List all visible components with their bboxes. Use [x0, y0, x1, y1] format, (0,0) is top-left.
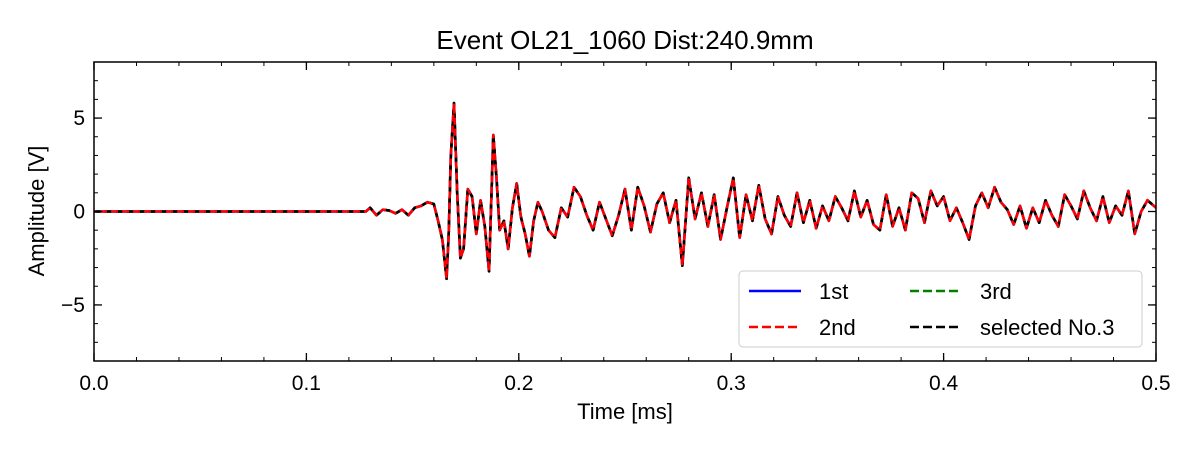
legend-label-2nd: 2nd: [819, 315, 856, 340]
y-axis-label: Amplitude [V]: [24, 146, 49, 277]
legend-label-1st: 1st: [819, 279, 848, 304]
x-tick-label: 0.0: [79, 372, 108, 395]
legend-box: [738, 270, 1143, 348]
series-line-2nd: [94, 101, 1156, 281]
chart-title: Event OL21_1060 Dist:240.9mm: [436, 25, 813, 55]
x-axis-label: Time [ms]: [577, 399, 673, 424]
series-line-selected-no-3: [94, 101, 1156, 281]
legend: 1st 2nd 3rd selected No.3: [738, 270, 1143, 348]
x-tick-label: 0.5: [1141, 372, 1170, 395]
legend-label-3rd: 3rd: [980, 279, 1012, 304]
plot-area: 0.0 0.1 0.2 0.3 0.4 0.5 5 0 −5: [61, 61, 1171, 395]
y-tick-label: 0: [73, 201, 85, 224]
legend-label-selected: selected No.3: [980, 315, 1115, 340]
x-tick-label: 0.4: [929, 372, 959, 395]
y-tick-label: −5: [61, 294, 85, 317]
x-tick-label: 0.1: [292, 372, 321, 395]
y-tick-label: 5: [73, 107, 85, 130]
x-tick-label: 0.2: [504, 372, 533, 395]
x-tick-label: 0.3: [717, 372, 746, 395]
